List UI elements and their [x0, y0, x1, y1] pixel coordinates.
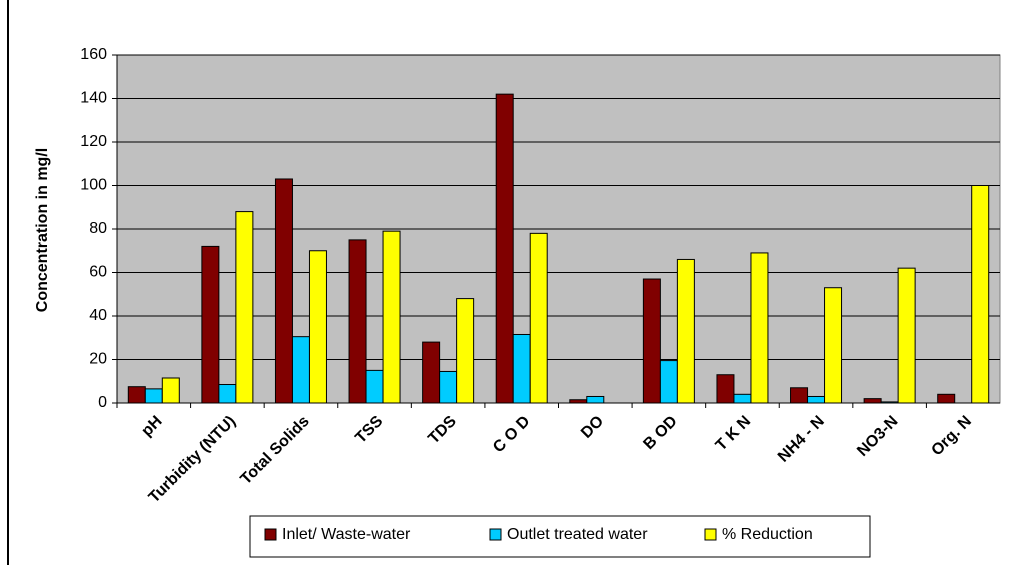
bar [348, 239, 367, 404]
bar [456, 298, 475, 404]
legend-swatch [264, 528, 277, 541]
y-tick-label: 20 [89, 351, 107, 368]
bar [569, 399, 588, 404]
y-tick-label: 160 [80, 46, 107, 63]
y-axis-label: Concentration in mg/l [34, 148, 51, 312]
legend-swatch [704, 528, 717, 541]
bar [659, 360, 678, 404]
legend-label: % Reduction [722, 526, 813, 543]
bar [676, 258, 695, 404]
x-tick-label: NH4 - N [775, 413, 828, 466]
bar [308, 250, 327, 404]
bar [439, 370, 458, 404]
bar [586, 395, 605, 404]
legend-swatch [489, 528, 502, 541]
bar [716, 374, 735, 404]
bar [880, 401, 899, 404]
bar [733, 393, 752, 404]
bar [144, 388, 163, 404]
bar [235, 211, 254, 404]
bar [807, 395, 826, 404]
bar [218, 384, 237, 404]
y-tick-label: 40 [89, 307, 107, 324]
bar [382, 230, 401, 404]
x-tick-label: TDS [425, 413, 460, 448]
x-tick-label: NO3-N [854, 413, 901, 460]
x-tick-label: TSS [352, 413, 386, 447]
bar [750, 252, 769, 404]
bar [897, 267, 916, 404]
legend-label: Outlet treated water [507, 526, 648, 543]
y-tick-label: 60 [89, 264, 107, 281]
bar [291, 336, 310, 404]
y-tick-label: 140 [80, 90, 107, 107]
bar [365, 369, 384, 404]
bar [495, 93, 514, 404]
legend-label: Inlet/ Waste-water [282, 526, 411, 543]
y-tick-label: 0 [98, 394, 107, 411]
x-tick-label: C O D [490, 413, 533, 456]
bar [529, 232, 548, 404]
bar [642, 278, 661, 404]
bar [863, 398, 882, 404]
bar [512, 333, 531, 404]
x-tick-label: Total Solids [237, 413, 312, 488]
bar [274, 178, 293, 404]
bar [422, 341, 441, 404]
bar [824, 287, 843, 404]
x-tick-label: B OD [640, 413, 680, 453]
bar [971, 185, 990, 404]
bar [790, 387, 809, 404]
x-tick-label: Org. N [928, 413, 975, 460]
y-tick-label: 100 [80, 177, 107, 194]
bar [201, 245, 220, 404]
x-tick-label: DO [578, 413, 607, 442]
bar [161, 377, 180, 404]
y-tick-label: 80 [89, 220, 107, 237]
bar [127, 386, 146, 404]
legend [249, 515, 871, 558]
x-tick-label: pH [139, 413, 166, 440]
y-tick-label: 120 [80, 133, 107, 150]
x-tick-label: T K N [713, 413, 755, 455]
bar [937, 393, 956, 404]
